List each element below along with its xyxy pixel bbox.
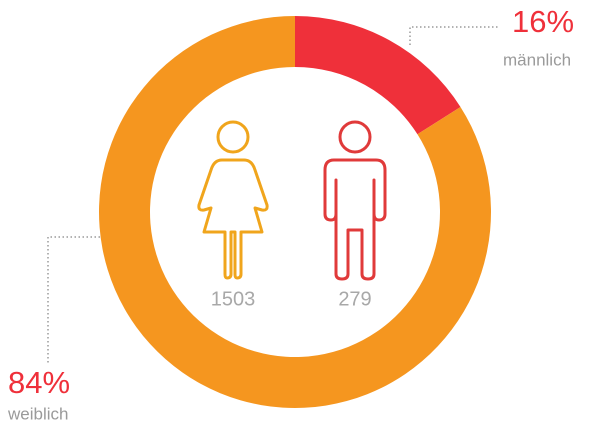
value-label: 16% xyxy=(512,4,574,39)
donut xyxy=(98,16,491,408)
category-label: männlich xyxy=(503,50,571,69)
leader-line xyxy=(409,26,500,45)
category-label: weiblich xyxy=(7,404,68,423)
male-icon xyxy=(323,120,387,281)
value-label: 84% xyxy=(8,365,70,400)
count-label: 1503 xyxy=(211,288,256,310)
female-icon xyxy=(197,120,269,280)
leader-line xyxy=(47,236,100,365)
count-label: 279 xyxy=(338,288,371,310)
donut-segment xyxy=(295,16,461,135)
